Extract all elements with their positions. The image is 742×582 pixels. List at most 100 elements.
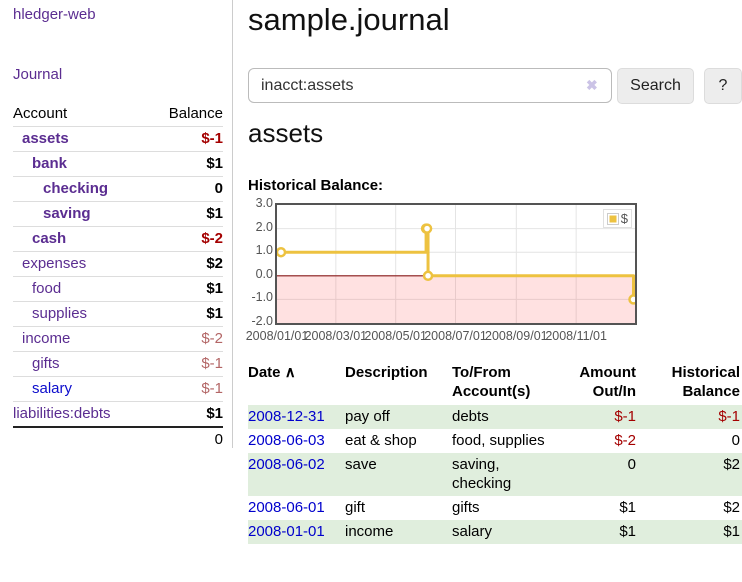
sidebar-item-journal[interactable]: Journal xyxy=(13,66,63,83)
transaction-accounts: saving, checking xyxy=(452,456,512,492)
column-header-description: Description xyxy=(345,364,428,381)
accounts-total-balance: 0 xyxy=(214,431,223,448)
search-button[interactable]: Search xyxy=(617,68,694,104)
account-balance: $-1 xyxy=(201,355,223,372)
account-balance: $-1 xyxy=(201,130,223,147)
search-help-button[interactable]: ? xyxy=(704,68,742,104)
account-balance: 0 xyxy=(214,180,223,197)
account-row-checking: checking 0 xyxy=(13,176,223,201)
account-link-liabilities-debts[interactable]: liabilities:debts xyxy=(13,405,111,422)
account-link-expenses[interactable]: expenses xyxy=(22,255,87,272)
x-tick-label: 2008/01/01 xyxy=(245,329,309,343)
accounts-header-account: Account xyxy=(13,105,68,122)
account-link-gifts[interactable]: gifts xyxy=(32,355,60,372)
account-link-cash[interactable]: cash xyxy=(32,230,67,247)
sort-asc-icon[interactable]: ∧ xyxy=(284,364,296,381)
accounts-header-balance: Balance xyxy=(168,105,223,122)
transaction-accounts: gifts xyxy=(452,499,480,516)
transaction-description: gift xyxy=(345,499,366,516)
account-balance: $-2 xyxy=(201,230,223,247)
register-row: 2008-06-02 save saving, checking 0 $2 xyxy=(248,453,742,496)
account-row-bank: bank $1 xyxy=(13,151,223,176)
transaction-amount: 0 xyxy=(627,456,636,473)
transaction-date-link[interactable]: 2008-12-31 xyxy=(248,408,325,425)
transaction-balance: $2 xyxy=(723,499,740,516)
x-tick-label: 2008/03/01 xyxy=(304,329,368,343)
x-tick-label: 2008/05/01 xyxy=(364,329,427,343)
chart-x-axis: 2008/01/01 2008/03/01 2008/05/01 2008/07/01… xyxy=(245,329,742,345)
transaction-date-link[interactable]: 2008-06-02 xyxy=(248,456,325,473)
account-row-salary: salary $-1 xyxy=(13,376,223,401)
chart-title: Historical Balance: xyxy=(248,177,384,194)
column-header-date[interactable]: Date ∧ xyxy=(248,364,296,381)
transaction-accounts: food, supplies xyxy=(452,432,545,449)
transaction-balance: 0 xyxy=(731,432,740,449)
account-link-saving[interactable]: saving xyxy=(43,205,91,222)
clear-search-icon[interactable]: ✖ xyxy=(586,77,598,93)
transaction-balance: $2 xyxy=(723,456,740,473)
legend-label: $ xyxy=(620,211,628,226)
app-brand-link[interactable]: hledger-web xyxy=(13,6,96,23)
y-tick-label: 2.0 xyxy=(255,219,273,234)
y-tick-label: 0.0 xyxy=(255,266,273,281)
account-row-food: food $1 xyxy=(13,276,223,301)
account-balance: $-2 xyxy=(201,330,223,347)
chart-plot-svg xyxy=(277,205,635,323)
transaction-date-link[interactable]: 2008-06-03 xyxy=(248,432,325,449)
account-balance: $1 xyxy=(206,305,223,322)
column-header-accounts: To/From Account(s) xyxy=(452,364,531,400)
account-row-cash: cash $-2 xyxy=(13,226,223,251)
transaction-amount: $1 xyxy=(619,499,636,516)
register-table: Date ∧ Description To/From Account(s) Am… xyxy=(248,362,742,544)
transaction-description: income xyxy=(345,523,394,540)
y-tick-label: -2.0 xyxy=(251,314,273,328)
chart-legend: $ xyxy=(602,209,632,228)
account-balance: $1 xyxy=(206,280,223,297)
account-balance: $1 xyxy=(206,405,223,422)
transaction-amount: $-1 xyxy=(614,408,636,425)
transaction-balance: $-1 xyxy=(718,408,740,425)
accounts-table-header: Account Balance xyxy=(13,102,223,126)
account-link-income[interactable]: income xyxy=(22,330,71,347)
account-balance: $1 xyxy=(206,155,223,172)
account-balance: $1 xyxy=(206,205,223,222)
register-header-row: Date ∧ Description To/From Account(s) Am… xyxy=(248,362,742,405)
account-heading: assets xyxy=(248,118,324,148)
account-link-checking[interactable]: checking xyxy=(43,180,109,197)
transaction-date-link[interactable]: 2008-01-01 xyxy=(248,523,325,540)
x-tick-label: 2008/09/01 xyxy=(485,329,548,343)
transaction-balance: $1 xyxy=(723,523,740,540)
search-input[interactable] xyxy=(248,68,612,103)
transaction-description: pay off xyxy=(345,408,390,425)
transaction-accounts: debts xyxy=(452,408,489,425)
transaction-amount: $1 xyxy=(619,523,636,540)
register-row: 2008-12-31 pay off debts $-1 $-1 xyxy=(248,405,742,429)
page-title: sample.journal xyxy=(248,2,450,37)
chart-y-axis: 3.0 2.0 1.0 0.0 -1.0 -2.0 xyxy=(248,196,273,328)
transaction-description: save xyxy=(345,456,377,473)
transaction-accounts: salary xyxy=(452,523,493,540)
main-content: sample.journal ✖ Search ? assets Histori… xyxy=(245,0,742,582)
account-link-assets[interactable]: assets xyxy=(22,130,69,147)
transaction-description: eat & shop xyxy=(345,432,417,449)
register-row: 2008-06-03 eat & shop food, supplies $-2… xyxy=(248,429,742,453)
account-link-supplies[interactable]: supplies xyxy=(32,305,88,322)
account-row-gifts: gifts $-1 xyxy=(13,351,223,376)
account-balance: $2 xyxy=(206,255,223,272)
sidebar: hledger-web Journal Account Balance asse… xyxy=(0,0,233,448)
account-link-food[interactable]: food xyxy=(32,280,62,297)
y-tick-label: 3.0 xyxy=(255,196,273,210)
register-row: 2008-06-01 gift gifts $1 $2 xyxy=(248,496,742,520)
account-row-income: income $-2 xyxy=(13,326,223,351)
account-row-supplies: supplies $1 xyxy=(13,301,223,326)
transaction-date-link[interactable]: 2008-06-01 xyxy=(248,499,325,516)
column-header-balance: Historical Balance xyxy=(671,364,740,400)
transaction-amount: $-2 xyxy=(614,432,636,449)
account-link-bank[interactable]: bank xyxy=(32,155,68,172)
accounts-table: Account Balance assets $-1 bank $1 check… xyxy=(13,102,223,452)
historical-balance-chart: 3.0 2.0 1.0 0.0 -1.0 -2.0 $ 2008/01/01 2008/03… xyxy=(245,196,742,350)
account-link-salary[interactable]: salary xyxy=(32,380,73,397)
accounts-total-row: 0 xyxy=(13,426,223,452)
y-tick-label: -1.0 xyxy=(251,290,273,305)
account-row-assets: assets $-1 xyxy=(13,126,223,151)
